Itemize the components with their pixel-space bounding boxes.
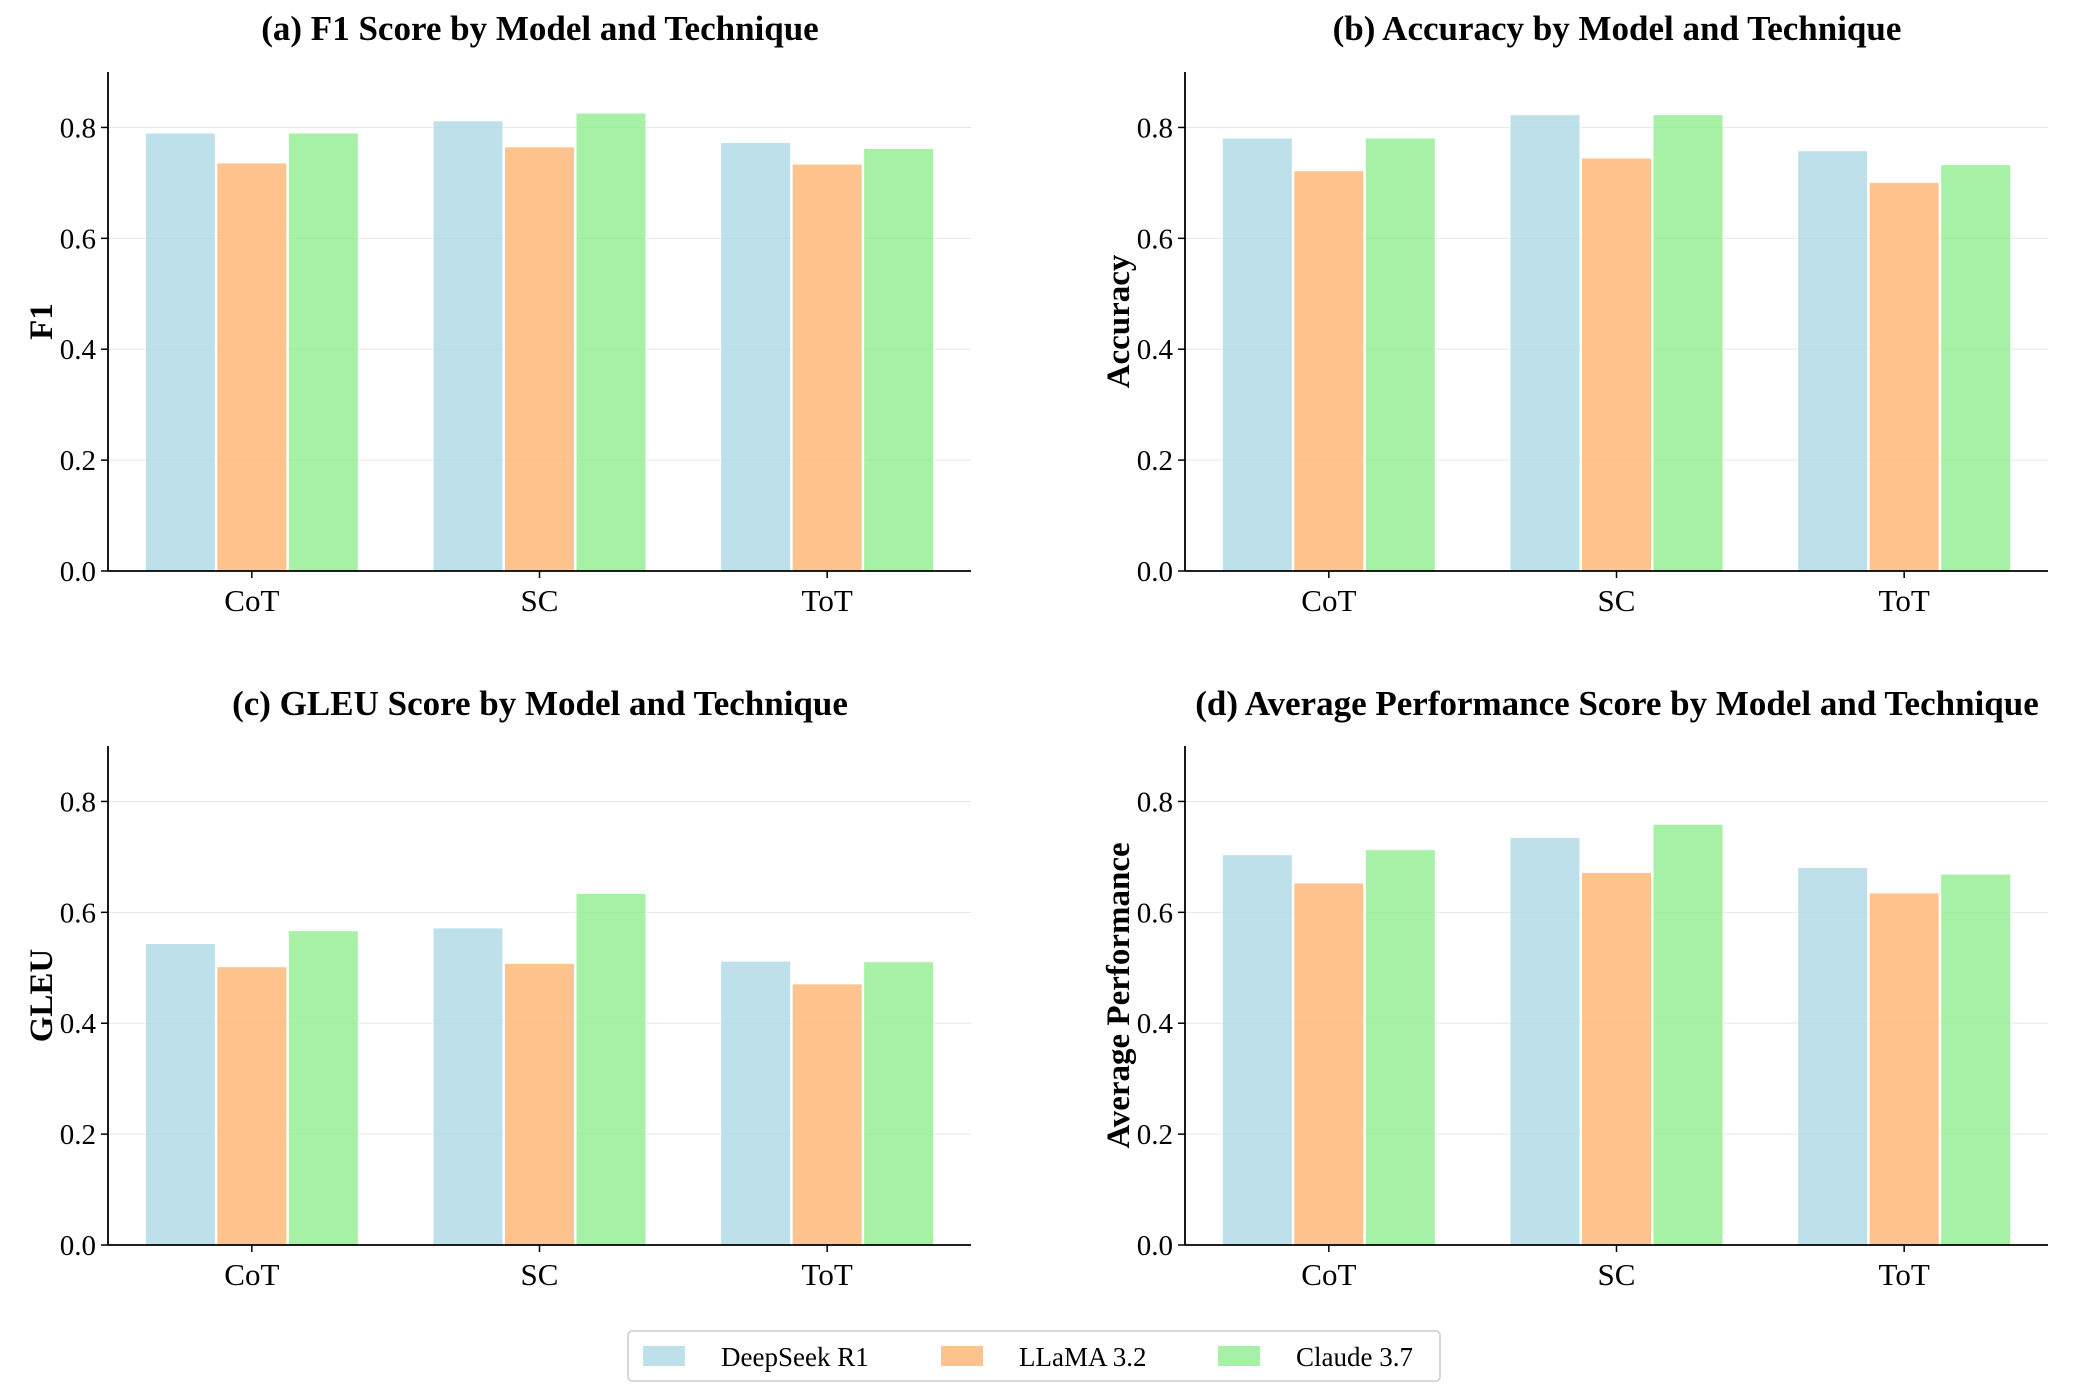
y-tick-label: 0.2: [60, 445, 96, 477]
y-axis-label: Average Performance: [1101, 842, 1137, 1148]
y-tick-label: 0.0: [60, 1230, 96, 1262]
bar-tot-claude-3-7: [863, 961, 935, 1246]
bar-cot-claude-3-7: [287, 930, 359, 1246]
bar-sc-claude-3-7: [1652, 114, 1724, 572]
chart-panel-2: 0.0 0.2 0.4 0.6 0.8 CoT SC ToT (b) Accuracy by M…: [1101, 9, 2048, 618]
bar-sc-claude-3-7: [575, 112, 647, 572]
chart-panel-1: 0.0 0.2 0.4 0.6 0.8 CoT SC ToT (a) F1 Score by M…: [24, 9, 971, 618]
chart-title: (b) Accuracy by Model and Technique: [1333, 9, 1902, 48]
bar-sc-llama-3-2: [1581, 157, 1652, 572]
x-tick-label: CoT: [224, 1257, 279, 1292]
chart-panel-4: 0.0 0.2 0.4 0.6 0.8 CoT SC ToT (d) Average Perfo…: [1101, 684, 2048, 1292]
bar-sc-deepseek-r1: [432, 927, 504, 1246]
legend: DeepSeek R1 LLaMA 3.2 Claude 3.7: [627, 1330, 1441, 1382]
bar-tot-deepseek-r1: [720, 141, 792, 572]
bar-sc-llama-3-2: [1581, 871, 1652, 1246]
bar-sc-claude-3-7: [575, 892, 647, 1246]
x-tick-label: SC: [1598, 583, 1636, 618]
y-tick-label: 0.6: [60, 223, 96, 255]
y-tick-label: 0.4: [60, 1008, 97, 1040]
bar-cot-deepseek-r1: [1221, 137, 1293, 572]
legend-box: [627, 1330, 1441, 1382]
bar-cot-deepseek-r1: [144, 132, 216, 572]
x-tick-label: CoT: [1301, 1257, 1356, 1292]
bar-cot-claude-3-7: [287, 132, 359, 572]
y-tick-label: 0.2: [1137, 1119, 1173, 1151]
bar-sc-deepseek-r1: [1509, 114, 1581, 572]
bar-tot-deepseek-r1: [1797, 150, 1869, 572]
bar-cot-llama-3-2: [216, 162, 288, 572]
bar-tot-llama-3-2: [791, 983, 863, 1246]
y-tick-label: 0.2: [1137, 445, 1173, 477]
x-tick-label: SC: [1598, 1257, 1636, 1292]
x-tick-label: SC: [521, 1257, 559, 1292]
x-tick-label: ToT: [1879, 1257, 1930, 1292]
legend-swatch: [643, 1346, 685, 1366]
y-tick-label: 0.4: [1137, 1008, 1174, 1040]
bar-sc-claude-3-7: [1652, 823, 1724, 1246]
bar-tot-llama-3-2: [791, 163, 863, 572]
bar-tot-deepseek-r1: [720, 960, 792, 1246]
bar-tot-claude-3-7: [863, 148, 935, 572]
chart-panel-3: 0.0 0.2 0.4 0.6 0.8 CoT SC ToT (c) GLEU Score by…: [24, 684, 971, 1292]
bar-sc-deepseek-r1: [1509, 836, 1581, 1246]
y-axis-label: GLEU: [24, 949, 60, 1043]
bar-tot-deepseek-r1: [1797, 866, 1869, 1246]
y-tick-label: 0.0: [1137, 556, 1173, 588]
bar-sc-deepseek-r1: [432, 120, 504, 572]
y-tick-label: 0.8: [60, 786, 96, 818]
legend-swatch: [941, 1346, 983, 1366]
bar-tot-llama-3-2: [1868, 181, 1940, 572]
chart-title: (a) F1 Score by Model and Technique: [261, 9, 818, 48]
y-tick-label: 0.4: [1137, 334, 1174, 366]
bar-tot-claude-3-7: [1940, 873, 2012, 1246]
y-tick-label: 0.0: [1137, 1230, 1173, 1262]
legend-label: LLaMA 3.2: [1019, 1342, 1147, 1372]
x-tick-label: SC: [521, 583, 559, 618]
x-tick-label: ToT: [1879, 583, 1930, 618]
y-tick-label: 0.8: [1137, 112, 1173, 144]
bar-cot-claude-3-7: [1364, 137, 1436, 572]
bar-cot-deepseek-r1: [144, 942, 216, 1246]
bar-cot-llama-3-2: [1293, 170, 1365, 572]
chart-title: (c) GLEU Score by Model and Technique: [232, 684, 848, 723]
y-tick-label: 0.0: [60, 556, 96, 588]
x-tick-label: ToT: [802, 583, 853, 618]
y-tick-label: 0.6: [60, 897, 96, 929]
legend-label: DeepSeek R1: [721, 1342, 869, 1372]
x-tick-label: ToT: [802, 1257, 853, 1292]
x-tick-label: CoT: [1301, 583, 1356, 618]
bar-sc-llama-3-2: [504, 962, 575, 1246]
bar-cot-deepseek-r1: [1221, 854, 1293, 1246]
bar-sc-llama-3-2: [504, 146, 575, 572]
bar-cot-llama-3-2: [216, 966, 288, 1246]
bar-tot-claude-3-7: [1940, 164, 2012, 572]
chart-title: (d) Average Performance Score by Model a…: [1195, 684, 2039, 723]
y-tick-label: 0.6: [1137, 897, 1173, 929]
bar-cot-llama-3-2: [1293, 882, 1365, 1246]
legend-swatch: [1218, 1346, 1260, 1366]
bar-cot-claude-3-7: [1364, 849, 1436, 1246]
y-axis-label: F1: [24, 303, 60, 340]
bar-tot-llama-3-2: [1868, 892, 1940, 1246]
y-tick-label: 0.8: [60, 112, 96, 144]
y-tick-label: 0.6: [1137, 223, 1173, 255]
y-tick-label: 0.4: [60, 334, 97, 366]
legend-label: Claude 3.7: [1296, 1342, 1413, 1372]
x-tick-label: CoT: [224, 583, 279, 618]
y-tick-label: 0.2: [60, 1119, 96, 1151]
y-tick-label: 0.8: [1137, 786, 1173, 818]
y-axis-label: Accuracy: [1101, 254, 1137, 388]
